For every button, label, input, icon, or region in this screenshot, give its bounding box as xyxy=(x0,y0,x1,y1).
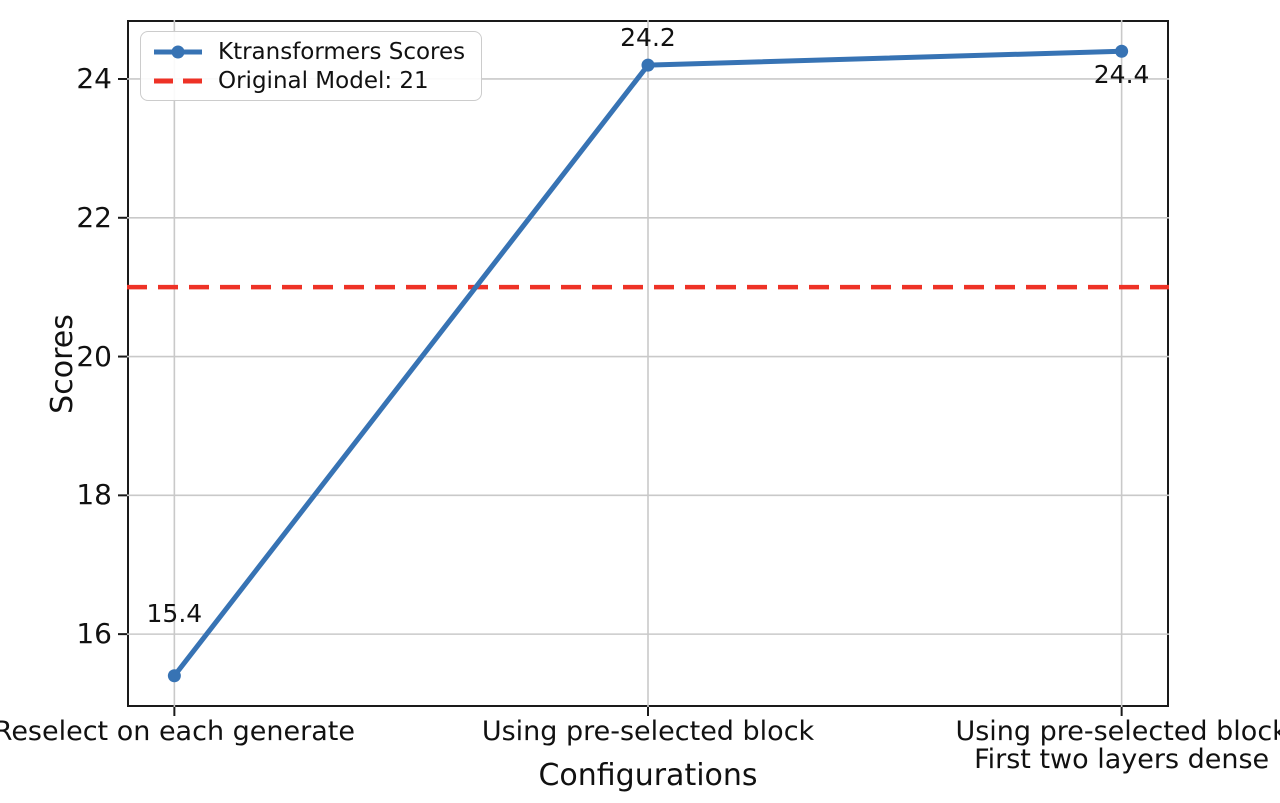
x-category-label: Using pre-selected block xyxy=(955,716,1280,747)
x-category-label: Using pre-selected block xyxy=(481,716,815,747)
x-category-label: First two layers dense xyxy=(974,744,1270,775)
y-tick-label: 18 xyxy=(76,478,112,512)
line-marker-swatch-icon xyxy=(154,45,202,58)
y-tick-label: 22 xyxy=(76,200,112,234)
series-marker xyxy=(641,58,655,72)
y-tick-label: 20 xyxy=(76,339,112,373)
y-tick-label: 24 xyxy=(76,61,112,95)
point-value-label: 24.2 xyxy=(620,23,676,53)
series-marker xyxy=(167,669,181,683)
legend-entry-series: Ktransformers Scores xyxy=(153,37,465,66)
legend-reference-label: Original Model: 21 xyxy=(218,67,429,94)
legend-box: Ktransformers Scores Original Model: 21 xyxy=(140,31,483,101)
y-tick-label: 16 xyxy=(76,617,112,651)
dashed-line-swatch-icon xyxy=(154,78,202,83)
legend-series-label: Ktransformers Scores xyxy=(218,38,466,65)
x-category-label: Reselect on each generate xyxy=(0,716,355,747)
point-value-label: 24.4 xyxy=(1093,60,1150,90)
x-axis-label: Configurations xyxy=(538,758,758,793)
point-value-label: 15.4 xyxy=(146,598,203,628)
series-marker xyxy=(1115,44,1129,58)
legend-entry-reference: Original Model: 21 xyxy=(153,66,465,95)
